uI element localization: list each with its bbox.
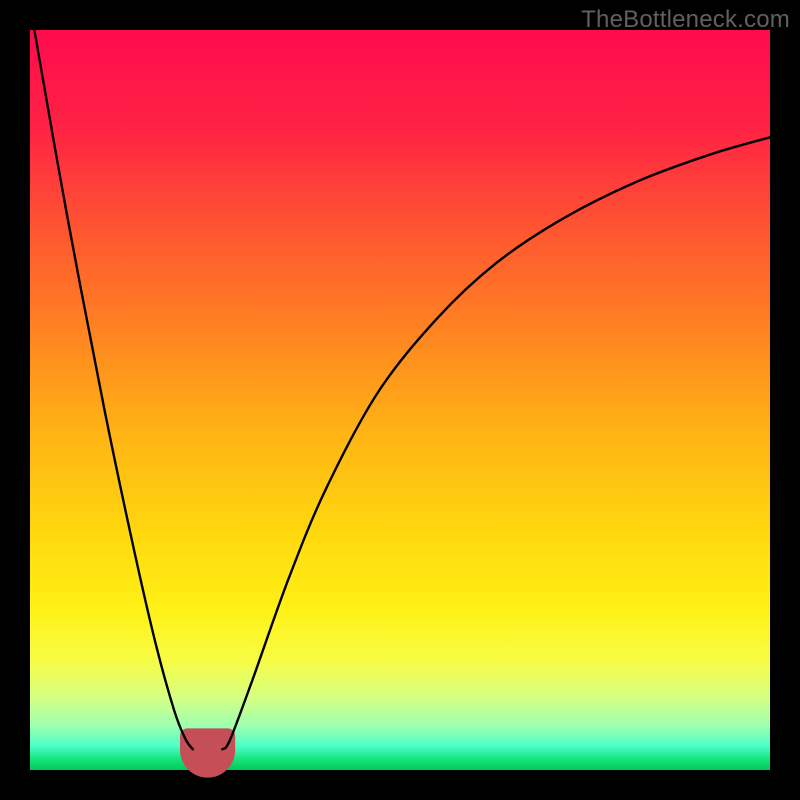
chart-svg xyxy=(0,0,800,800)
highlight-u-shape xyxy=(188,736,228,770)
watermark-text: TheBottleneck.com xyxy=(581,6,790,34)
plot-background xyxy=(30,30,770,770)
